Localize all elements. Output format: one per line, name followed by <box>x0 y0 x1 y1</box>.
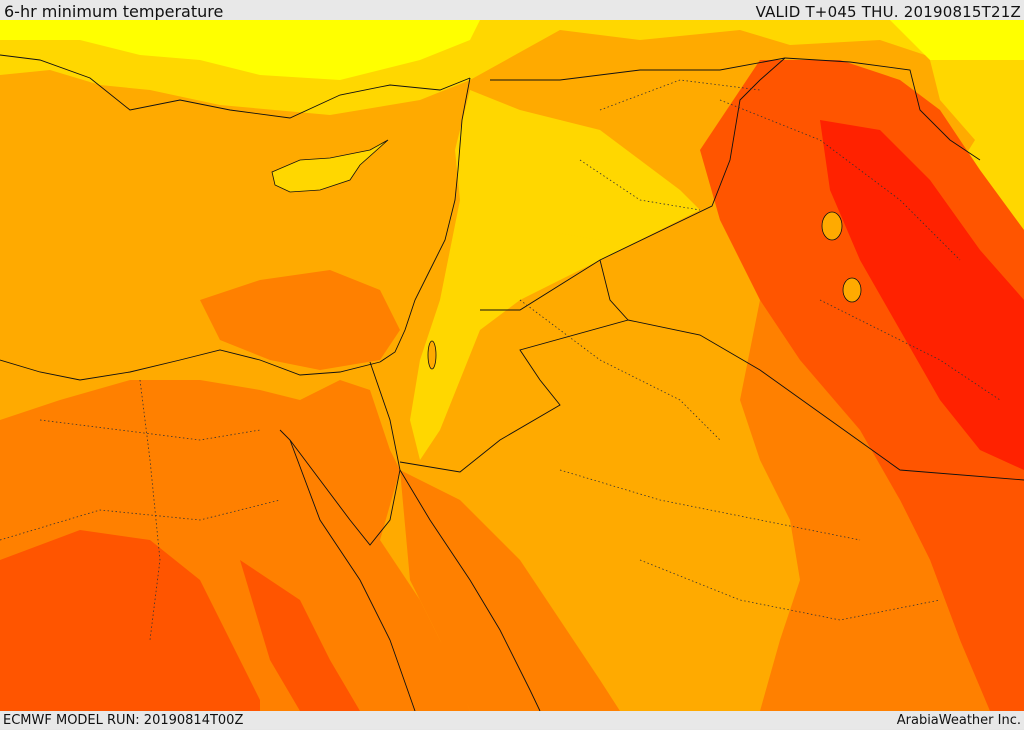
header-bar: 6-hr minimum temperature VALID T+045 THU… <box>0 0 1024 21</box>
coastline-levant <box>379 77 471 363</box>
border-syria-iraq <box>490 57 786 81</box>
map-title: 6-hr minimum temperature <box>4 2 224 21</box>
model-run-label: ECMWF MODEL RUN: 20190814T00Z <box>3 713 244 728</box>
coastline-turkey <box>0 54 471 119</box>
coastline-egypt <box>0 349 381 381</box>
border-saudi-iraq <box>627 319 1024 481</box>
border-jordan <box>399 259 629 473</box>
credit-label: ArabiaWeather Inc. <box>896 713 1021 728</box>
cyprus-outline <box>271 139 389 193</box>
provincial-boundaries <box>0 79 1001 641</box>
yellow-zone-north-bright <box>0 20 480 80</box>
valid-time: VALID T+045 THU. 20190815T21Z <box>755 3 1021 21</box>
lake-tharthar <box>821 211 843 241</box>
border-turkey-iran <box>784 57 981 161</box>
temperature-map[interactable] <box>0 20 1024 711</box>
orange-zone-arabia-west <box>400 470 620 711</box>
coastline-sinai <box>279 361 401 546</box>
lake-razzaza <box>842 277 862 303</box>
yellow-zone-syria <box>480 120 660 240</box>
coastline-red-sea-west <box>289 439 416 711</box>
boundaries <box>0 54 1024 711</box>
gold-zone-arabia <box>520 420 760 680</box>
dark-orange-zone-south-egypt <box>0 530 260 711</box>
red-zone-iraq <box>820 120 1024 470</box>
dark-orange-zone-red-sea <box>240 560 360 711</box>
footer-bar: ECMWF MODEL RUN: 20190814T00Z ArabiaWeat… <box>0 711 1024 729</box>
orange-zone-sea-south <box>200 270 400 370</box>
border-syria-iraq-south <box>480 57 786 311</box>
orange-zone-arabia-east <box>740 300 1000 711</box>
dead-sea <box>427 340 437 370</box>
coastline-red-sea-east <box>399 469 541 711</box>
